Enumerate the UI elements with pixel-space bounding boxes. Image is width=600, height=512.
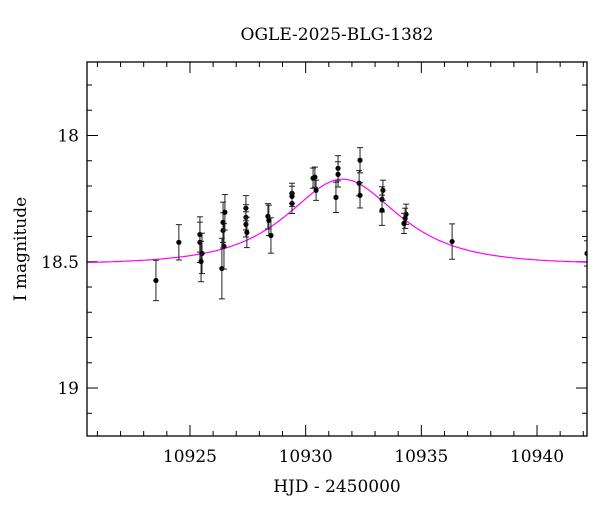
- point-marker: [380, 187, 386, 193]
- axis-ticks: [87, 62, 587, 436]
- point-marker: [356, 180, 362, 186]
- data-point: [449, 223, 456, 260]
- data-point: [152, 259, 159, 302]
- data-point: [357, 182, 364, 209]
- point-marker: [243, 221, 249, 227]
- point-marker: [222, 209, 228, 215]
- x-tick-label: 10925: [163, 447, 217, 467]
- point-marker: [402, 215, 408, 221]
- point-marker: [333, 194, 339, 200]
- y-tick-label: 19: [57, 379, 79, 399]
- data-point: [221, 194, 228, 231]
- point-marker: [335, 171, 341, 177]
- data-point: [198, 240, 205, 283]
- point-marker: [219, 265, 225, 272]
- data-point: [313, 179, 320, 201]
- data-point: [332, 181, 339, 214]
- chart-title: OGLE-2025-BLG-1382: [241, 25, 434, 45]
- y-tick-label: 18.5: [41, 253, 79, 273]
- data-point: [379, 194, 386, 226]
- point-marker: [357, 192, 363, 198]
- y-tick-label: 18: [57, 126, 79, 146]
- data-point: [400, 212, 407, 234]
- point-marker: [313, 187, 319, 193]
- point-marker: [266, 217, 272, 223]
- model-curve: [87, 178, 587, 264]
- data-point: [356, 170, 363, 197]
- x-tick-label: 10930: [279, 447, 333, 467]
- data-point: [175, 224, 182, 261]
- point-marker: [379, 207, 385, 213]
- point-marker: [357, 157, 363, 163]
- point-marker: [199, 250, 205, 257]
- point-marker: [312, 174, 318, 180]
- point-marker: [289, 193, 295, 199]
- tick-labels: 10925 10930 10935 10940 18 18.5 19: [41, 126, 564, 467]
- data-point: [243, 216, 250, 249]
- point-marker: [244, 229, 250, 236]
- plot-frame: [86, 61, 588, 437]
- data-point: [357, 147, 364, 174]
- point-marker: [220, 219, 226, 225]
- point-marker: [198, 258, 204, 265]
- point-marker: [449, 238, 455, 245]
- point-marker: [153, 277, 159, 284]
- y-axis-label: I magnitude: [11, 197, 31, 301]
- data-point: [311, 166, 318, 188]
- data-point: [288, 185, 295, 207]
- x-tick-label: 10940: [510, 447, 564, 467]
- data-points-group: [152, 147, 587, 302]
- data-point: [335, 161, 342, 188]
- point-marker: [268, 232, 274, 239]
- data-point: [267, 217, 274, 254]
- point-marker: [176, 239, 182, 245]
- data-point: [264, 203, 271, 230]
- model-curve-group: [87, 178, 587, 264]
- x-axis-label: HJD - 2450000: [273, 477, 401, 497]
- point-marker: [401, 220, 407, 226]
- x-tick-label: 10935: [394, 447, 448, 467]
